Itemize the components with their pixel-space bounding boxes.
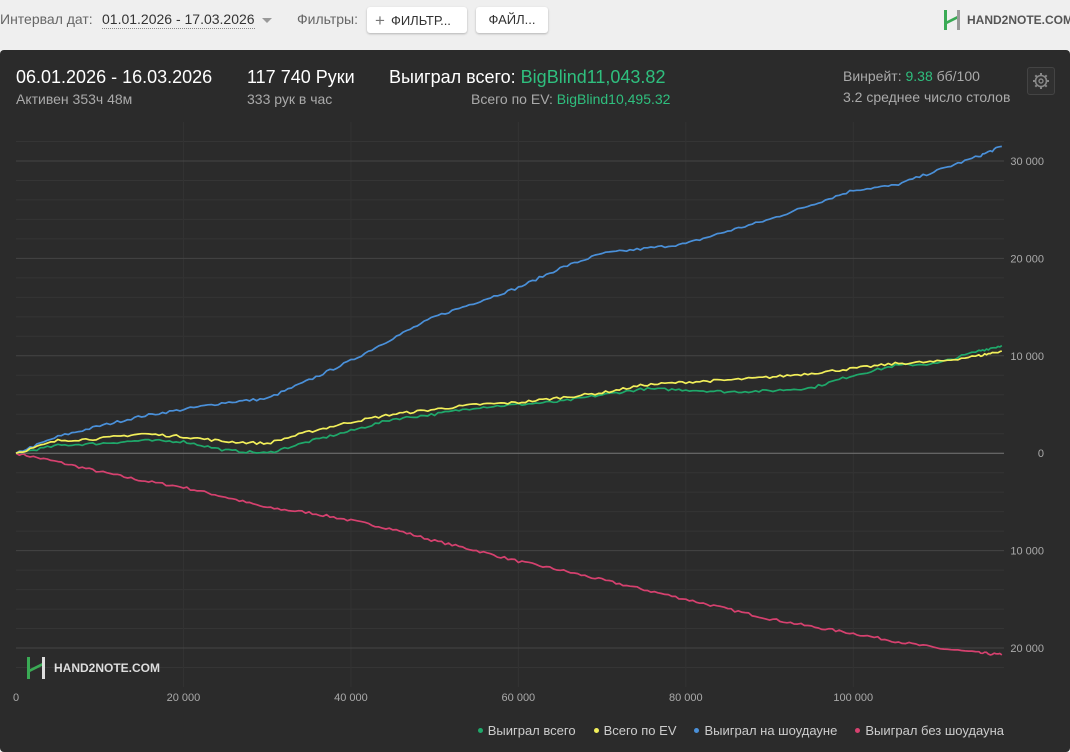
brand-logo-text: HAND2NOTE.COM: [967, 13, 1070, 27]
series-line-ev: [15, 350, 1003, 455]
filter-button-label: ФИЛЬТР...: [390, 13, 451, 28]
ev-total: Всего по EV: BigBlind10,495.32: [471, 91, 670, 107]
active-time-text: Активен 353ч 48м: [16, 91, 133, 107]
period-text: 06.01.2026 - 16.03.2026: [16, 67, 213, 87]
file-button[interactable]: ФАЙЛ...: [476, 7, 548, 33]
chevron-down-icon[interactable]: [262, 18, 272, 23]
x-tick-label: 100 000: [833, 692, 873, 704]
x-tick-label: 40 000: [334, 692, 368, 704]
won-total-label: Выиграл всего:: [389, 67, 516, 87]
y-tick-label: 20 000: [1010, 253, 1044, 265]
legend-label: Выиграл всего: [487, 723, 576, 738]
h2n-logo-icon: [27, 657, 45, 679]
gear-icon: [1033, 73, 1049, 89]
x-tick-label: 60 000: [502, 692, 536, 704]
series-line-non_showdown: [15, 452, 1003, 656]
h2n-logo-icon: [944, 10, 960, 30]
legend-label: Выиграл без шоудауна: [865, 723, 1004, 738]
y-tick-label: 20 000: [1010, 643, 1044, 655]
legend-dot: [477, 728, 483, 733]
filter-button[interactable]: + ФИЛЬТР...: [367, 7, 467, 33]
avg-tables-text: 3.2 среднее число столов: [843, 89, 1011, 105]
ev-total-value: BigBlind10,495.32: [556, 91, 671, 107]
winrate-value: 9.38: [905, 68, 933, 84]
settings-button[interactable]: [1027, 67, 1055, 95]
legend-dot: [593, 728, 599, 733]
brand-logo: HAND2NOTE.COM: [943, 9, 1070, 31]
legend-showdown[interactable]: Выиграл на шоудауне: [694, 723, 837, 738]
legend-dot: [855, 728, 861, 733]
legend-label: Всего по EV: [603, 723, 677, 738]
legend-ev[interactable]: Всего по EV: [593, 723, 677, 738]
y-tick-label: 10 000: [1010, 546, 1044, 558]
legend-dot: [694, 728, 700, 733]
winrate-label: Винрейт:: [843, 68, 902, 84]
x-tick-label: 0: [13, 692, 19, 704]
winrate: Винрейт: 9.38 бб/100: [843, 68, 980, 84]
date-range-selector[interactable]: 01.01.2026 - 17.03.2026: [102, 11, 255, 29]
winrate-unit: бб/100: [936, 68, 980, 84]
plus-icon: +: [375, 11, 385, 30]
legend-won-total[interactable]: Выиграл всего: [477, 723, 576, 738]
won-total: Выиграл всего: BigBlind11,043.82: [389, 67, 665, 88]
x-tick-label: 20 000: [167, 692, 201, 704]
x-tick-label: 80 000: [669, 692, 703, 704]
y-tick-label: 0: [1038, 448, 1044, 460]
y-tick-label: 30 000: [1010, 156, 1044, 168]
filters-label: Фильтры:: [297, 11, 358, 27]
hands-count: 117 740 Руки: [247, 67, 355, 87]
won-total-value: BigBlind11,043.82: [520, 67, 666, 87]
chart-watermark-text: HAND2NOTE.COM: [54, 661, 161, 675]
legend-label: Выиграл на шоудауне: [704, 723, 838, 738]
file-button-label: ФАЙЛ...: [488, 12, 536, 27]
ev-total-label: Всего по EV:: [471, 91, 553, 107]
y-tick-label: 10 000: [1010, 351, 1044, 363]
toolbar: Интервал дат: 01.01.2026 - 17.03.2026 Фи…: [0, 0, 1070, 44]
chart-watermark: HAND2NOTE.COM: [26, 657, 160, 679]
series-line-won_total: [15, 344, 1003, 455]
legend-non-showdown[interactable]: Выиграл без шоудауна: [855, 723, 1004, 738]
date-interval-label: Интервал дат:: [0, 11, 93, 27]
series-line-showdown: [15, 145, 1002, 454]
chart-legend: Выиграл всего Всего по EV Выиграл на шоу…: [477, 723, 1004, 738]
hands-per-hour: 333 рук в час: [247, 91, 333, 107]
